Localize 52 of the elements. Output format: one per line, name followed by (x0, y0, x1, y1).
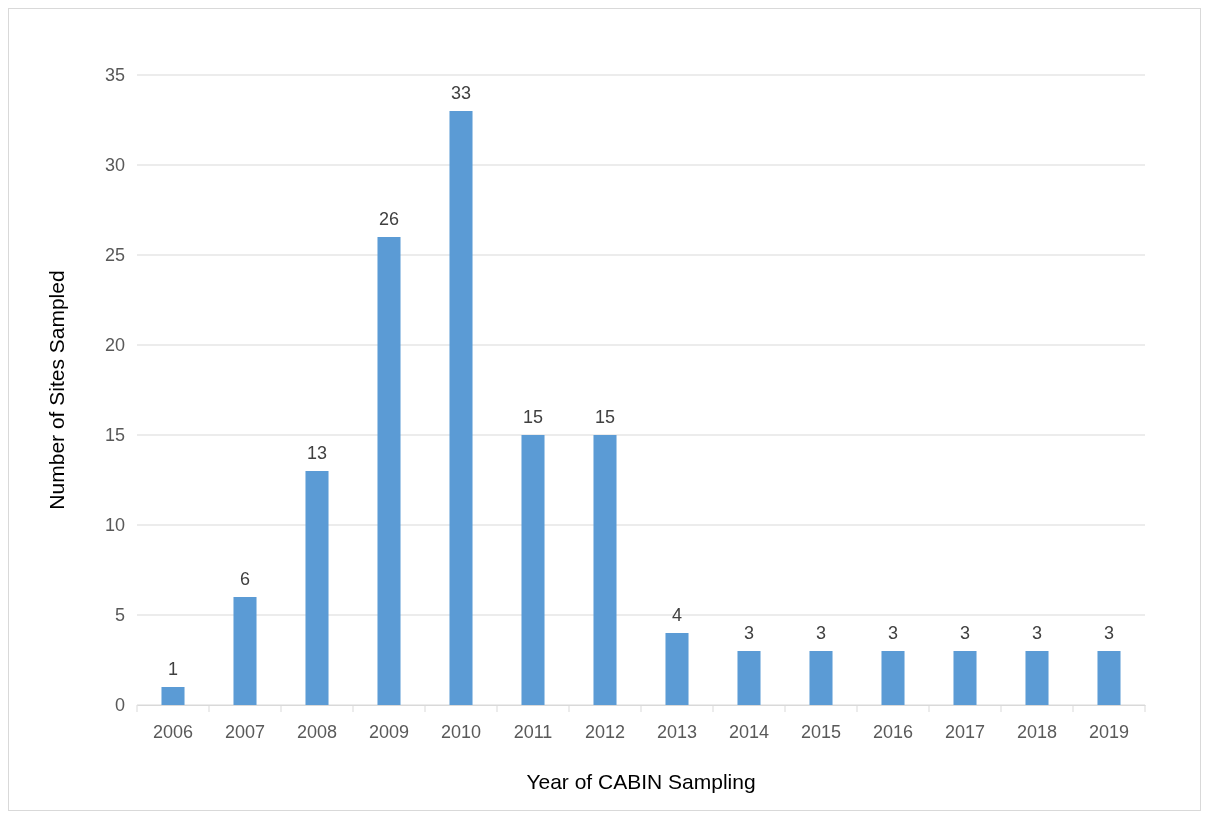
x-tick-label: 2014 (728, 721, 770, 742)
data-label: 4 (671, 605, 683, 625)
x-tick-label: 2011 (513, 721, 553, 742)
bar (737, 651, 761, 705)
y-tick-label: 20 (104, 335, 125, 356)
data-label: 15 (594, 407, 616, 427)
data-label: 13 (306, 443, 328, 463)
x-tick-label: 2008 (296, 721, 338, 742)
data-label: 3 (743, 623, 755, 643)
bar (809, 651, 833, 705)
bar (665, 633, 689, 705)
x-tick-label: 2007 (224, 721, 266, 742)
data-label: 15 (522, 407, 544, 427)
bar (1025, 651, 1049, 705)
x-tick-label: 2019 (1088, 721, 1130, 742)
bar (1097, 651, 1121, 705)
x-tick-label: 2010 (440, 721, 482, 742)
y-tick-label: 10 (104, 515, 125, 536)
data-label: 26 (378, 209, 400, 229)
x-tick-label: 2015 (800, 721, 842, 742)
bar (593, 435, 617, 705)
data-label: 1 (167, 659, 179, 679)
y-tick-label: 0 (114, 695, 125, 716)
bar (161, 687, 185, 705)
y-tick-label: 25 (104, 245, 125, 266)
data-label: 3 (815, 623, 827, 643)
bar (881, 651, 905, 705)
bar (449, 111, 473, 705)
y-tick-label: 15 (104, 425, 125, 446)
data-label: 6 (239, 569, 251, 589)
y-tick-label: 5 (114, 605, 125, 626)
bar (305, 471, 329, 705)
y-tick-label: 30 (104, 155, 125, 176)
data-label: 3 (959, 623, 971, 643)
data-label: 3 (1031, 623, 1043, 643)
data-label: 33 (450, 83, 472, 103)
x-tick-label: 2018 (1016, 721, 1058, 742)
x-tick-label: 2012 (584, 721, 626, 742)
x-axis-title: Year of CABIN Sampling (526, 770, 756, 793)
bar (953, 651, 977, 705)
y-axis-title: Number of Sites Sampled (45, 270, 68, 510)
bar (377, 237, 401, 705)
data-label: 3 (887, 623, 899, 643)
x-tick-label: 2009 (368, 721, 410, 742)
y-tick-label: 35 (104, 65, 125, 86)
x-tick-label: 2006 (152, 721, 194, 742)
x-tick-label: 2013 (656, 721, 698, 742)
bar (521, 435, 545, 705)
data-label: 3 (1103, 623, 1115, 643)
bar (233, 597, 257, 705)
x-tick-label: 2016 (872, 721, 914, 742)
x-tick-label: 2017 (944, 721, 986, 742)
